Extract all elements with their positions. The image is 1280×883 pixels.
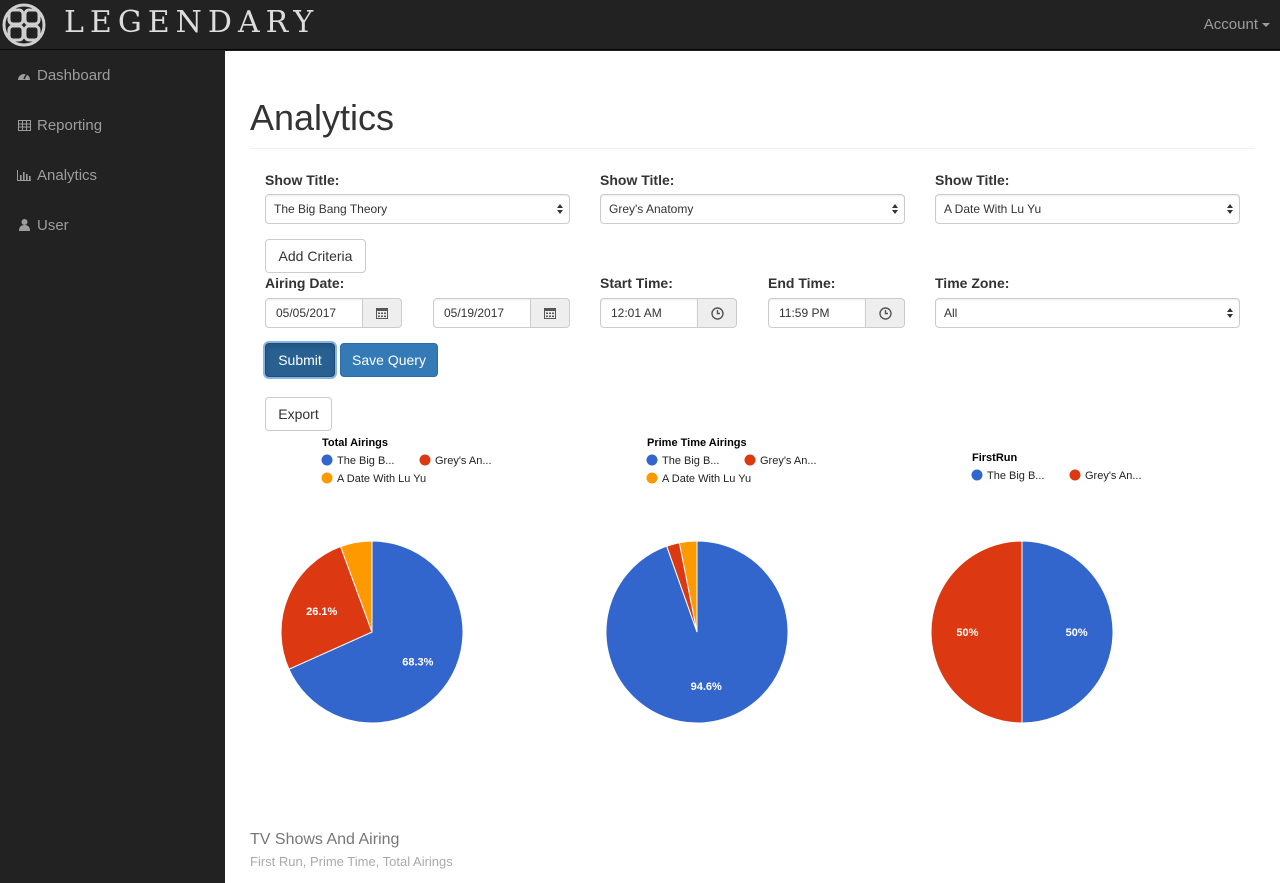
- legend-swatch: [971, 469, 983, 481]
- sidebar-item-label: User: [37, 216, 69, 234]
- sidebar-item-label: Analytics: [37, 166, 98, 184]
- date-from-picker: 05/05/2017: [265, 298, 402, 328]
- account-menu[interactable]: Account: [1204, 16, 1270, 33]
- chart-total-airings: Total Airings The Big B... Grey's An... A D…: [265, 434, 565, 754]
- calendar-icon[interactable]: [363, 298, 402, 328]
- chart-svg: FirstRun The Big B... Grey's An... 50% 50%: [930, 452, 1142, 724]
- date-from-input[interactable]: 05/05/2017: [265, 298, 363, 328]
- show-title-select-2[interactable]: Grey's Anatomy: [600, 194, 905, 224]
- legend-label: Grey's An...: [435, 455, 492, 467]
- legend-swatch: [419, 454, 431, 466]
- brand-name[interactable]: LEGENDARY: [64, 5, 320, 40]
- show-title-select-3[interactable]: A Date With Lu Yu: [935, 194, 1240, 224]
- legend-label: Grey's An...: [760, 455, 817, 467]
- caret-down-icon: [1262, 23, 1270, 28]
- submit-button[interactable]: Submit: [265, 343, 335, 377]
- legend-swatch: [321, 472, 333, 484]
- select-value: The Big Bang Theory: [274, 202, 388, 216]
- chart-first-run: FirstRun The Big B... Grey's An... 50% 50%: [915, 449, 1215, 754]
- pie-data-label: 94.6%: [691, 681, 722, 693]
- airing-date-label: Airing Date:: [265, 275, 345, 291]
- show-title-label-2: Show Title:: [600, 172, 675, 188]
- top-navbar: LEGENDARY Account: [0, 0, 1280, 50]
- pie-slice[interactable]: [1021, 540, 1114, 724]
- legend-label: A Date With Lu Yu: [662, 473, 751, 485]
- select-arrows-icon: [557, 204, 563, 214]
- bar-chart-icon: [17, 168, 31, 182]
- legend-label: The Big B...: [337, 455, 394, 467]
- start-time-input[interactable]: 12:01 AM: [600, 298, 698, 328]
- pie-slice[interactable]: [288, 540, 464, 724]
- legend-swatch: [744, 454, 756, 466]
- pie-data-label: 26.1%: [306, 606, 337, 618]
- legend-label: The Big B...: [662, 455, 719, 467]
- dashboard-icon: [17, 68, 31, 82]
- sidebar-item-dashboard[interactable]: Dashboard: [0, 50, 225, 100]
- pie-slice[interactable]: [339, 540, 373, 633]
- legend-label: A Date With Lu Yu: [337, 473, 426, 485]
- main-content: Analytics Show Title: Show Title: Show T…: [225, 51, 1280, 883]
- legend-label: Grey's An...: [1085, 470, 1142, 482]
- pie-data-label: 50%: [1066, 627, 1088, 639]
- page-title: Analytics: [250, 97, 395, 138]
- user-icon: [17, 218, 31, 232]
- select-arrows-icon: [892, 204, 898, 214]
- start-time-picker: 12:01 AM: [600, 298, 737, 328]
- legend-swatch: [1069, 469, 1081, 481]
- start-time-label: Start Time:: [600, 275, 673, 291]
- pie-slice[interactable]: [280, 545, 373, 670]
- pie-data-label: 50%: [956, 627, 978, 639]
- save-query-button[interactable]: Save Query: [340, 343, 438, 377]
- end-time-label: End Time:: [768, 275, 836, 291]
- show-title-select-1[interactable]: The Big Bang Theory: [265, 194, 570, 224]
- chart-title: Total Airings: [322, 437, 388, 449]
- end-time-input[interactable]: 11:59 PM: [768, 298, 866, 328]
- pie-slice[interactable]: [678, 540, 698, 633]
- end-time-picker: 11:59 PM: [768, 298, 905, 328]
- pie-slice[interactable]: [930, 540, 1023, 724]
- footer-title: TV Shows And Airing: [250, 831, 400, 848]
- select-value: A Date With Lu Yu: [944, 202, 1042, 216]
- pie-data-label: 68.3%: [402, 657, 433, 669]
- show-title-label-1: Show Title:: [265, 172, 340, 188]
- chart-title: FirstRun: [972, 452, 1018, 464]
- time-zone-label: Time Zone:: [935, 275, 1010, 291]
- select-value: Grey's Anatomy: [609, 202, 694, 216]
- chart-title: Prime Time Airings: [647, 437, 747, 449]
- show-title-label-3: Show Title:: [935, 172, 1010, 188]
- sidebar-item-user[interactable]: User: [0, 200, 225, 250]
- sidebar-item-analytics[interactable]: Analytics: [0, 150, 225, 200]
- legend-label: The Big B...: [987, 470, 1044, 482]
- select-value: All: [944, 306, 958, 320]
- legend-swatch: [646, 472, 658, 484]
- chart-prime-time-airings: Prime Time Airings The Big B... Grey's An.…: [590, 434, 890, 754]
- date-to-input[interactable]: 05/19/2017: [433, 298, 531, 328]
- add-criteria-button[interactable]: Add Criteria: [265, 239, 366, 273]
- export-button[interactable]: Export: [265, 397, 332, 431]
- logo-knot-icon[interactable]: [0, 2, 48, 48]
- sidebar-item-reporting[interactable]: Reporting: [0, 100, 225, 150]
- sidebar-item-label: Dashboard: [37, 66, 111, 84]
- legend-swatch: [321, 454, 333, 466]
- title-divider: [250, 148, 1255, 149]
- legend-swatch: [646, 454, 658, 466]
- chart-svg: Prime Time Airings The Big B... Grey's An.…: [605, 437, 817, 724]
- select-arrows-icon: [1227, 308, 1233, 318]
- footer-subtitle: First Run, Prime Time, Total Airings: [250, 854, 453, 869]
- chart-svg: Total Airings The Big B... Grey's An... A D…: [280, 437, 492, 724]
- account-label: Account: [1203, 16, 1258, 33]
- date-to-picker: 05/19/2017: [433, 298, 570, 328]
- table-icon: [17, 118, 31, 132]
- sidebar-item-label: Reporting: [37, 116, 103, 134]
- time-zone-select[interactable]: All: [935, 298, 1240, 328]
- clock-icon[interactable]: [698, 298, 737, 328]
- select-arrows-icon: [1227, 204, 1233, 214]
- sidebar: Dashboard Reporting Analytics User: [0, 50, 225, 883]
- calendar-icon[interactable]: [531, 298, 570, 328]
- clock-icon[interactable]: [866, 298, 905, 328]
